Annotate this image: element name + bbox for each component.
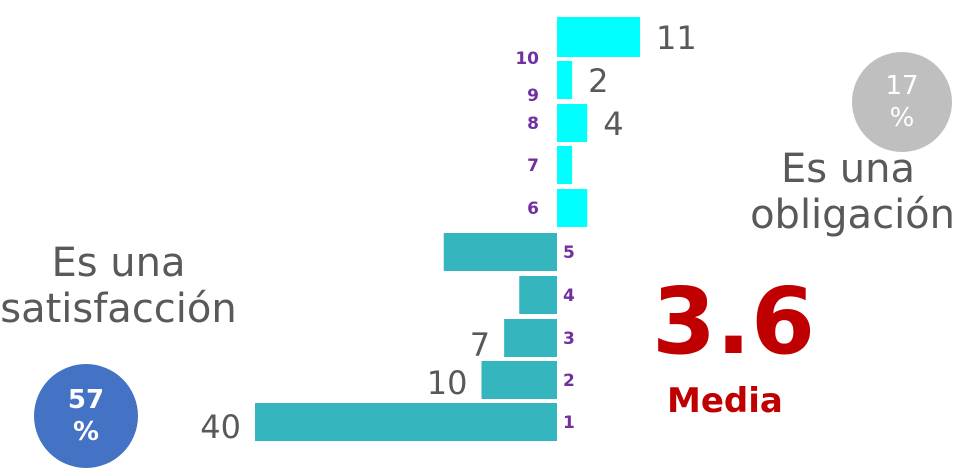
data-label-1: 40 [200, 408, 241, 446]
bar-5 [443, 233, 557, 271]
category-label-10: 10 [515, 49, 539, 69]
obligation-label-line-1: Es una [780, 146, 915, 192]
bar-8 [557, 104, 588, 142]
data-label-8: 4 [603, 105, 623, 143]
category-label-8: 8 [527, 114, 539, 134]
satisfaction-percent-value: 57 [67, 385, 105, 415]
satisfaction-percent-badge: 57 % [34, 364, 138, 468]
category-label-2: 2 [563, 371, 575, 391]
data-label-3: 7 [470, 326, 490, 364]
bar-1 [255, 403, 557, 441]
obligation-percent-value: 17 [885, 71, 919, 101]
category-label-9: 9 [527, 86, 539, 106]
mean-value: 3.6 [652, 268, 815, 375]
bar-7 [557, 146, 573, 184]
satisfaction-label-line-1: Es una [51, 240, 186, 286]
mean-label: Media [667, 381, 783, 421]
category-label-5: 5 [563, 243, 575, 263]
obligation-percent-sign: % [889, 103, 915, 133]
category-label-7: 7 [527, 156, 539, 176]
satisfaction-label: Es una satisfacción [0, 240, 237, 332]
bar-9 [557, 61, 573, 99]
category-label-4: 4 [563, 286, 575, 306]
obligation-label: Es una obligación [740, 146, 957, 238]
bar-6 [557, 189, 588, 227]
satisfaction-percent-sign: % [72, 417, 100, 447]
bar-2 [481, 361, 557, 399]
bar-3 [504, 319, 557, 357]
data-label-9: 2 [588, 62, 608, 100]
satisfaction-label-line-2: satisfacción [0, 286, 237, 332]
data-label-2: 10 [427, 364, 468, 402]
obligation-percent-badge: 17 % [852, 52, 952, 152]
bar-4 [519, 276, 557, 314]
obligation-label-line-2: obligación [750, 192, 955, 238]
category-label-3: 3 [563, 329, 575, 349]
category-label-1: 1 [563, 413, 575, 433]
data-label-10: 11 [656, 19, 697, 57]
bar-10 [557, 17, 641, 57]
category-label-6: 6 [527, 199, 539, 219]
